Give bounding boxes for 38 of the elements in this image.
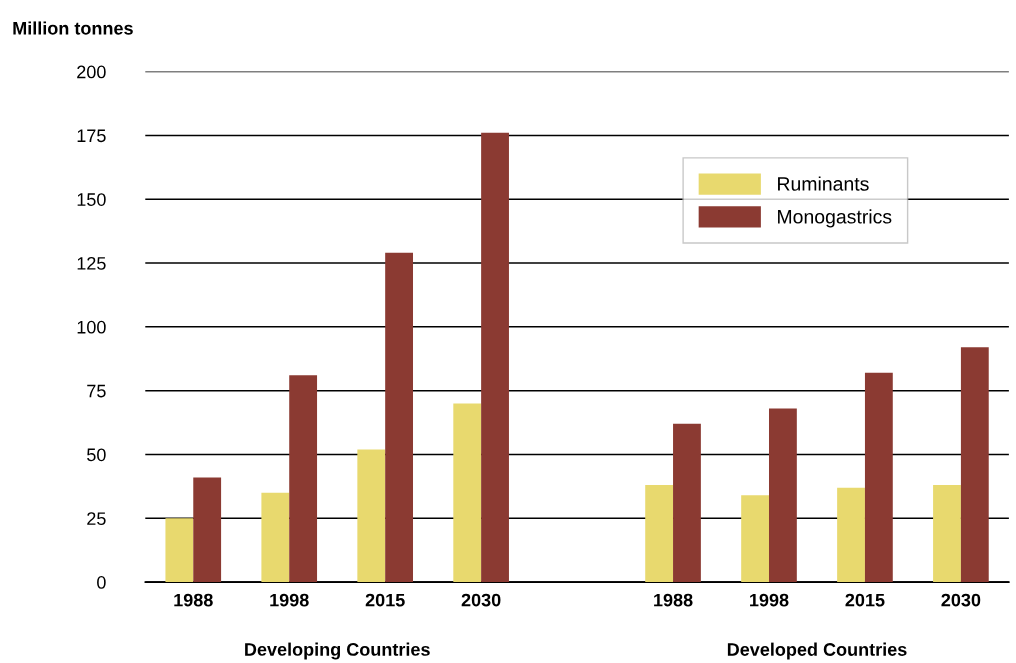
x-tick-label: 1988 [654, 593, 693, 607]
text: Developing Countries [245, 642, 430, 660]
bar [837, 487, 865, 583]
bar [933, 485, 961, 583]
bar [741, 495, 769, 583]
y-tick-label: 200 [77, 65, 106, 79]
y-tick-label: 50 [87, 448, 106, 462]
y-axis-title: Million tonnes [13, 21, 133, 35]
x-tick-label: 2030 [461, 593, 501, 607]
x-tick-label: 2015 [365, 593, 405, 607]
y-tick-label: 175 [77, 129, 106, 143]
text: Developed Countries [727, 642, 907, 660]
bar [261, 492, 290, 583]
x-tick-label: 2015 [845, 593, 885, 607]
y-tick-label: 0 [97, 576, 106, 589]
x-tick-label: 1998 [270, 593, 309, 607]
y-tick-label: 150 [77, 193, 106, 206]
y-tick-label: 125 [77, 256, 106, 270]
bar [769, 408, 797, 583]
y-tick-label: 100 [77, 320, 106, 334]
bar [289, 375, 318, 583]
bar [193, 477, 222, 583]
bar [453, 403, 482, 583]
x-tick-label: 1988 [174, 593, 213, 607]
bar [864, 372, 893, 583]
bar [645, 485, 674, 583]
bar [357, 449, 386, 583]
bar [481, 132, 509, 583]
x-tick-label: 2030 [941, 593, 981, 607]
bar [673, 423, 701, 583]
legend-label: Ruminants [778, 176, 869, 191]
legend-label: Monogastrics [778, 209, 892, 228]
bar [385, 252, 413, 583]
bar [165, 518, 194, 583]
bar [960, 347, 989, 583]
x-tick-label: 1998 [750, 593, 789, 607]
y-tick-label: 25 [87, 512, 106, 526]
y-tick-label: 75 [87, 384, 106, 398]
